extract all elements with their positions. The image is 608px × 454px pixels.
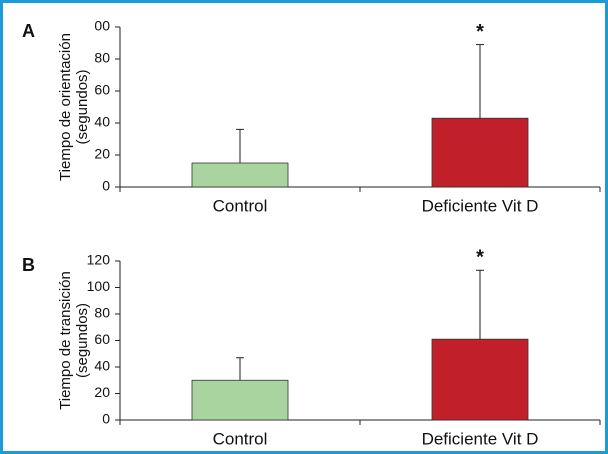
x-tick-label: Control xyxy=(213,196,268,215)
x-tick-label: Deficiente Vit D xyxy=(422,429,539,448)
annotation: * xyxy=(476,21,484,43)
bar xyxy=(431,117,529,188)
y-tick-label: 20 xyxy=(94,146,110,162)
x-tick-label: Control xyxy=(213,429,268,448)
y-tick-label: 100 xyxy=(87,278,111,294)
y-tick-label: 0 xyxy=(102,178,110,194)
y-tick-label: 20 xyxy=(94,384,110,400)
annotation: * xyxy=(476,247,484,269)
y-tick-label: 0 xyxy=(102,411,110,427)
y-tick-label: 40 xyxy=(94,114,110,130)
panel-label: A xyxy=(22,21,35,41)
bar xyxy=(431,338,529,421)
y-axis-label: Tiempo de orientación xyxy=(57,33,74,181)
panel-label: B xyxy=(22,255,35,275)
y-tick-label: 60 xyxy=(94,82,110,98)
bar xyxy=(191,162,289,188)
y-tick-label: 80 xyxy=(94,305,110,321)
y-tick-label: 120 xyxy=(87,252,111,268)
y-axis-label: Tiempo de transición xyxy=(57,271,74,410)
y-tick-label: 40 xyxy=(94,358,110,374)
y-axis-label: (segundos) xyxy=(74,69,91,144)
y-tick-label: 80 xyxy=(94,50,110,66)
y-tick-label: 60 xyxy=(94,331,110,347)
bar xyxy=(191,379,289,421)
x-tick-label: Deficiente Vit D xyxy=(422,196,539,215)
y-axis-label: (segundos) xyxy=(74,303,91,378)
y-tick-label: 00 xyxy=(94,18,110,34)
